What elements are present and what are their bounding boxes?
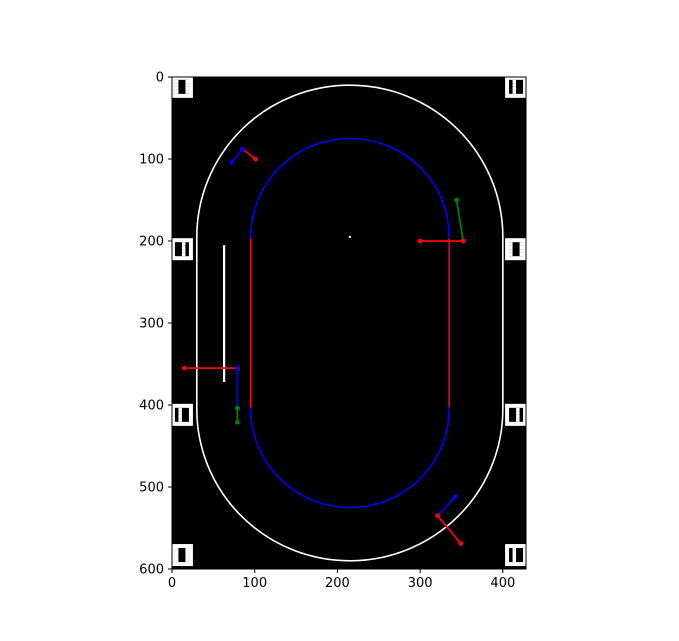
fiducial-marker-8 bbox=[505, 544, 526, 567]
marker-bit bbox=[519, 245, 524, 250]
marker-bit bbox=[178, 414, 182, 419]
y-tick-label: 400 bbox=[139, 399, 164, 414]
center-point bbox=[348, 235, 351, 238]
segment-point bbox=[253, 156, 258, 162]
image-background bbox=[172, 77, 526, 569]
marker-bit bbox=[181, 252, 186, 257]
marker-bit bbox=[185, 548, 189, 552]
segment-point bbox=[417, 238, 423, 244]
segment-point bbox=[234, 419, 240, 425]
y-tick-label: 100 bbox=[139, 153, 164, 168]
marker-bit bbox=[185, 90, 189, 94]
segment-point bbox=[460, 238, 466, 244]
segment-line bbox=[230, 148, 243, 163]
marker-bit bbox=[185, 86, 189, 91]
x-tick-label: 100 bbox=[242, 576, 267, 591]
fiducial-marker-2 bbox=[505, 77, 526, 98]
fiducial-marker-4 bbox=[505, 238, 526, 261]
segment-point bbox=[458, 541, 464, 546]
marker-bit bbox=[509, 249, 513, 253]
marker-bit bbox=[185, 551, 189, 556]
fiducial-marker-3 bbox=[172, 238, 193, 261]
segment-point bbox=[234, 405, 240, 411]
marker-bit bbox=[174, 83, 179, 87]
segment-point bbox=[234, 365, 240, 371]
inner-track-boundary bbox=[249, 137, 450, 509]
marker-bit bbox=[512, 548, 517, 552]
fiducial-marker-1 bbox=[172, 77, 193, 98]
x-tick-label: 400 bbox=[490, 576, 515, 591]
segment-point bbox=[435, 513, 440, 519]
segment-line bbox=[241, 148, 257, 160]
marker-bit bbox=[519, 242, 524, 246]
marker-bit bbox=[516, 407, 520, 412]
marker-bit bbox=[181, 249, 186, 253]
segment-point bbox=[452, 494, 458, 500]
y-tick-label: 600 bbox=[139, 563, 164, 578]
marker-bit bbox=[185, 558, 189, 563]
segment-2 bbox=[229, 146, 245, 165]
x-axis: 0 100 200 300 400 bbox=[168, 569, 515, 591]
x-tick-label: 300 bbox=[408, 576, 433, 591]
segment-point bbox=[454, 197, 459, 203]
marker-bit bbox=[519, 249, 524, 253]
y-tick-label: 0 bbox=[156, 71, 164, 86]
marker-bit bbox=[509, 252, 513, 257]
outer-track-boundary bbox=[196, 84, 504, 562]
marker-bit bbox=[174, 548, 179, 552]
segment-point bbox=[239, 146, 245, 152]
x-tick-label: 0 bbox=[168, 576, 176, 591]
marker-bit bbox=[178, 411, 182, 415]
marker-bit bbox=[512, 558, 517, 563]
segment-point bbox=[229, 159, 234, 165]
marker-bit bbox=[174, 90, 179, 94]
segment-4 bbox=[417, 238, 466, 244]
marker-bit bbox=[516, 418, 520, 422]
marker-bit bbox=[512, 86, 517, 91]
marker-bit bbox=[512, 555, 517, 559]
x-tick-label: 200 bbox=[325, 576, 350, 591]
marker-bit bbox=[178, 407, 182, 412]
marker-bit bbox=[181, 242, 186, 246]
marker-bit bbox=[509, 245, 513, 250]
marker-bit bbox=[185, 79, 189, 84]
marker-bit bbox=[512, 79, 517, 84]
y-tick-label: 500 bbox=[139, 481, 164, 496]
segment-point bbox=[182, 365, 187, 371]
y-tick-label: 200 bbox=[139, 235, 164, 250]
fiducial-marker-7 bbox=[172, 544, 193, 567]
marker-bit bbox=[181, 245, 186, 250]
marker-bit bbox=[174, 86, 179, 91]
y-tick-label: 300 bbox=[139, 317, 164, 332]
marker-bit bbox=[516, 411, 520, 415]
segment-line bbox=[436, 496, 456, 517]
marker-bit bbox=[509, 242, 513, 246]
marker-bit bbox=[185, 555, 189, 559]
marker-bit bbox=[519, 252, 524, 257]
marker-bit bbox=[174, 558, 179, 563]
marker-bit bbox=[185, 83, 189, 87]
marker-bit bbox=[174, 79, 179, 84]
marker-bit bbox=[512, 551, 517, 556]
marker-bit bbox=[512, 83, 517, 87]
segment-7 bbox=[234, 405, 240, 425]
fiducial-marker-6 bbox=[505, 403, 526, 426]
marker-bit bbox=[178, 418, 182, 422]
marker-bit bbox=[174, 551, 179, 556]
segment-9 bbox=[435, 513, 464, 546]
marker-bit bbox=[512, 90, 517, 94]
segment-line bbox=[455, 199, 465, 242]
segment-line bbox=[436, 515, 462, 545]
marker-bit bbox=[516, 414, 520, 419]
fiducial-marker-5 bbox=[172, 403, 193, 426]
y-axis: 0 100 200 300 400 500 600 bbox=[139, 71, 172, 578]
marker-bit bbox=[174, 555, 179, 559]
